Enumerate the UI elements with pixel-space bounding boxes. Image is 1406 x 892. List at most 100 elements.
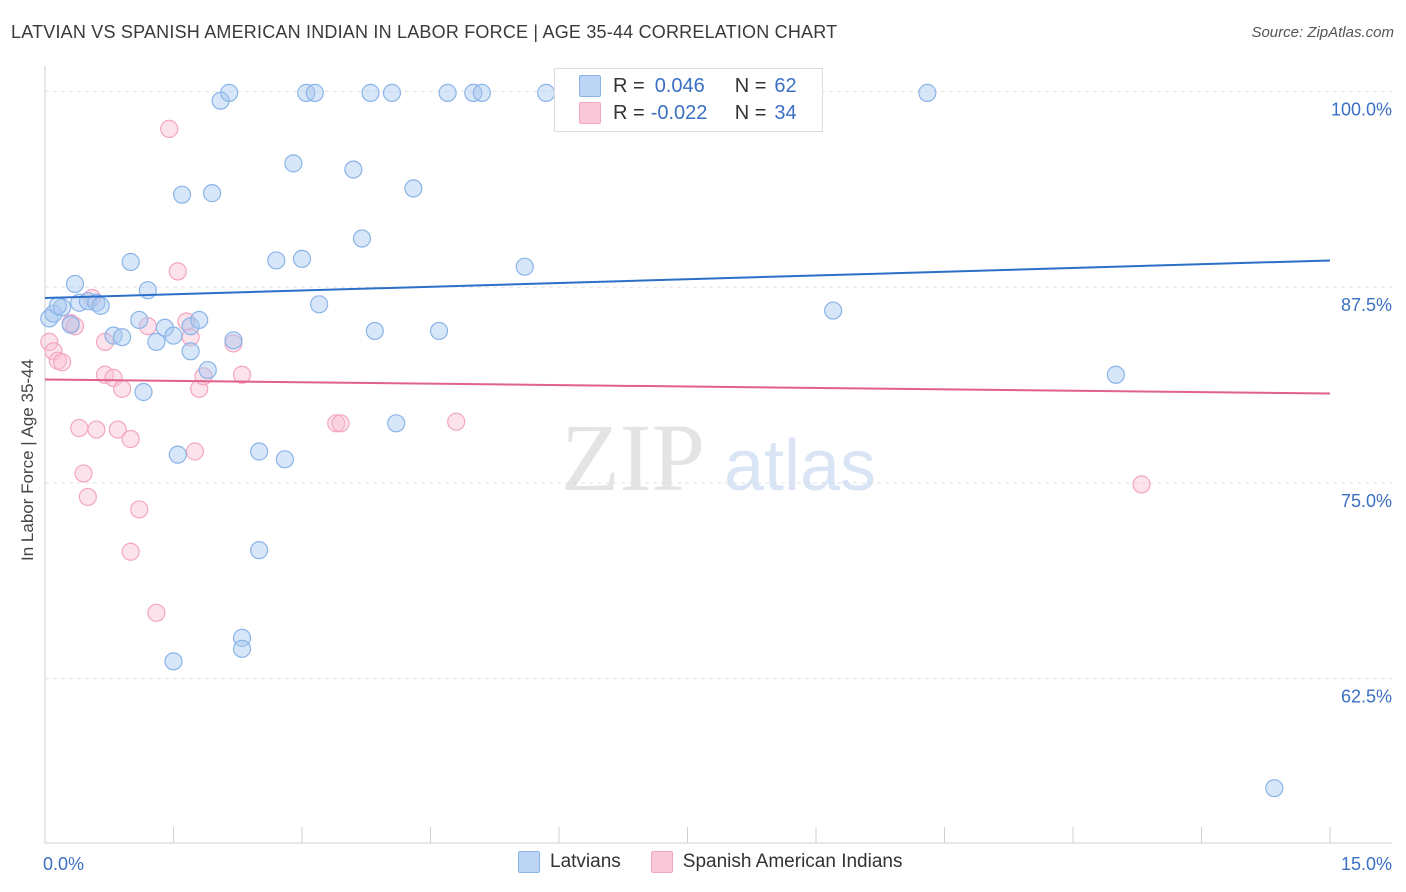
legend-r-value: 0.046 (654, 74, 705, 97)
latvian-point (198, 360, 217, 380)
legend-n-label: N = (734, 74, 767, 97)
spanish-point (168, 262, 187, 281)
latvian-point (310, 295, 329, 314)
spanish-point (108, 420, 127, 439)
latvian-point (190, 310, 209, 330)
latvian-point (232, 639, 252, 658)
latvian-point (134, 382, 153, 402)
latvian-point (121, 252, 140, 272)
x-tick-labels: 0.0% 15.0% (43, 854, 1392, 874)
spanish-point (121, 542, 140, 561)
latvian-point (361, 83, 380, 102)
latvian-point (61, 315, 80, 334)
latvian-point (250, 442, 269, 461)
legend-item-spanish[interactable]: Spanish American Indians (650, 851, 903, 873)
latvian-point (438, 83, 457, 102)
spanish-legend-swatch (650, 851, 673, 873)
latvians-trend-line (44, 259, 1331, 300)
latvian-point (824, 301, 843, 320)
spanish-point (147, 603, 166, 622)
correlation-legend: R = 0.046 N = 62 R = -0.022 N = 34 (554, 68, 823, 132)
legend-n-value: 62 (774, 74, 797, 97)
spanish-point (121, 429, 140, 449)
legend-r-label: R = (613, 101, 645, 124)
series-spanish-american-indians (40, 83, 1151, 622)
watermark: ZIP atlas (561, 404, 876, 511)
latvian-point (172, 185, 192, 204)
spanish-point (74, 464, 93, 483)
latvian-point (267, 251, 286, 270)
y-tick-labels: 100.0% 87.5% 75.0% 62.5% (1331, 99, 1392, 706)
latvian-point (344, 160, 363, 179)
legend-r-value: -0.022 (650, 101, 708, 124)
legend-n-label: N = (734, 101, 767, 124)
watermark-zip: ZIP (561, 404, 705, 511)
latvian-point (365, 321, 384, 341)
latvian-point (250, 541, 269, 560)
watermark-atlas: atlas (724, 426, 876, 506)
latvian-point (224, 331, 243, 350)
latvian-point (515, 257, 534, 276)
latvian-point (181, 342, 200, 361)
latvian-point (305, 83, 324, 102)
x-tick-label: 0.0% (43, 854, 84, 874)
latvian-point (404, 179, 423, 198)
latvian-point (1106, 365, 1125, 384)
latvian-point (65, 274, 85, 294)
latvian-point (202, 184, 222, 203)
y-tick-label: 62.5% (1341, 687, 1392, 707)
legend-item-latvians[interactable]: Latvians (518, 851, 621, 873)
legend-row-latvians: R = 0.046 N = 62 (579, 73, 797, 99)
trend-lines (44, 259, 1331, 395)
latvian-point (284, 154, 303, 173)
latvian-point (48, 296, 67, 315)
latvian-point (1265, 779, 1284, 798)
spanish-point (78, 487, 97, 507)
spanish-trend-line (44, 378, 1331, 395)
spanish-point (112, 379, 132, 398)
latvian-point (537, 83, 556, 102)
axes (44, 66, 1392, 844)
latvian-point (275, 450, 294, 469)
legend-n-value: 34 (774, 101, 797, 124)
spanish-point (447, 412, 466, 431)
spanish-point (331, 414, 350, 433)
spanish-point (130, 500, 149, 519)
spanish-swatch (579, 102, 601, 124)
source-credit: Source: ZipAtlas.com (1251, 24, 1394, 41)
y-tick-label: 87.5% (1341, 295, 1392, 315)
spanish-point (53, 353, 72, 372)
latvian-point (292, 249, 312, 268)
x-tick-label: 15.0% (1341, 854, 1392, 874)
spanish-point (1132, 475, 1151, 494)
latvians-legend-label: Latvians (550, 851, 621, 872)
spanish-point (185, 442, 205, 461)
spanish-point (87, 420, 106, 439)
latvian-point (387, 414, 406, 433)
spanish-point (232, 365, 252, 384)
latvian-point (382, 83, 402, 102)
latvian-point (164, 652, 183, 671)
gridlines (45, 90, 1392, 680)
spanish-point (70, 418, 89, 438)
latvian-point (130, 310, 149, 330)
latvian-point (112, 328, 132, 347)
legend-r-label: R = (613, 74, 645, 97)
chart-title: LATVIAN VS SPANISH AMERICAN INDIAN IN LA… (11, 22, 838, 42)
latvian-point (472, 83, 491, 102)
latvian-point (147, 332, 166, 351)
spanish-legend-label: Spanish American Indians (682, 851, 903, 872)
latvian-point (918, 83, 937, 102)
latvians-swatch (579, 75, 601, 97)
series-legend: Latvians Spanish American Indians (518, 851, 932, 873)
latvian-point (429, 321, 449, 341)
latvian-point (352, 229, 372, 248)
latvian-point (220, 83, 239, 102)
y-axis-title: In Labor Force | Age 35-44 (18, 359, 37, 561)
legend-row-spanish: R = -0.022 N = 34 (579, 100, 797, 126)
y-tick-label: 75.0% (1341, 491, 1392, 511)
latvian-point (164, 326, 183, 345)
spanish-point (327, 414, 346, 433)
latvian-point (91, 296, 110, 315)
y-tick-label: 100.0% (1331, 99, 1392, 119)
